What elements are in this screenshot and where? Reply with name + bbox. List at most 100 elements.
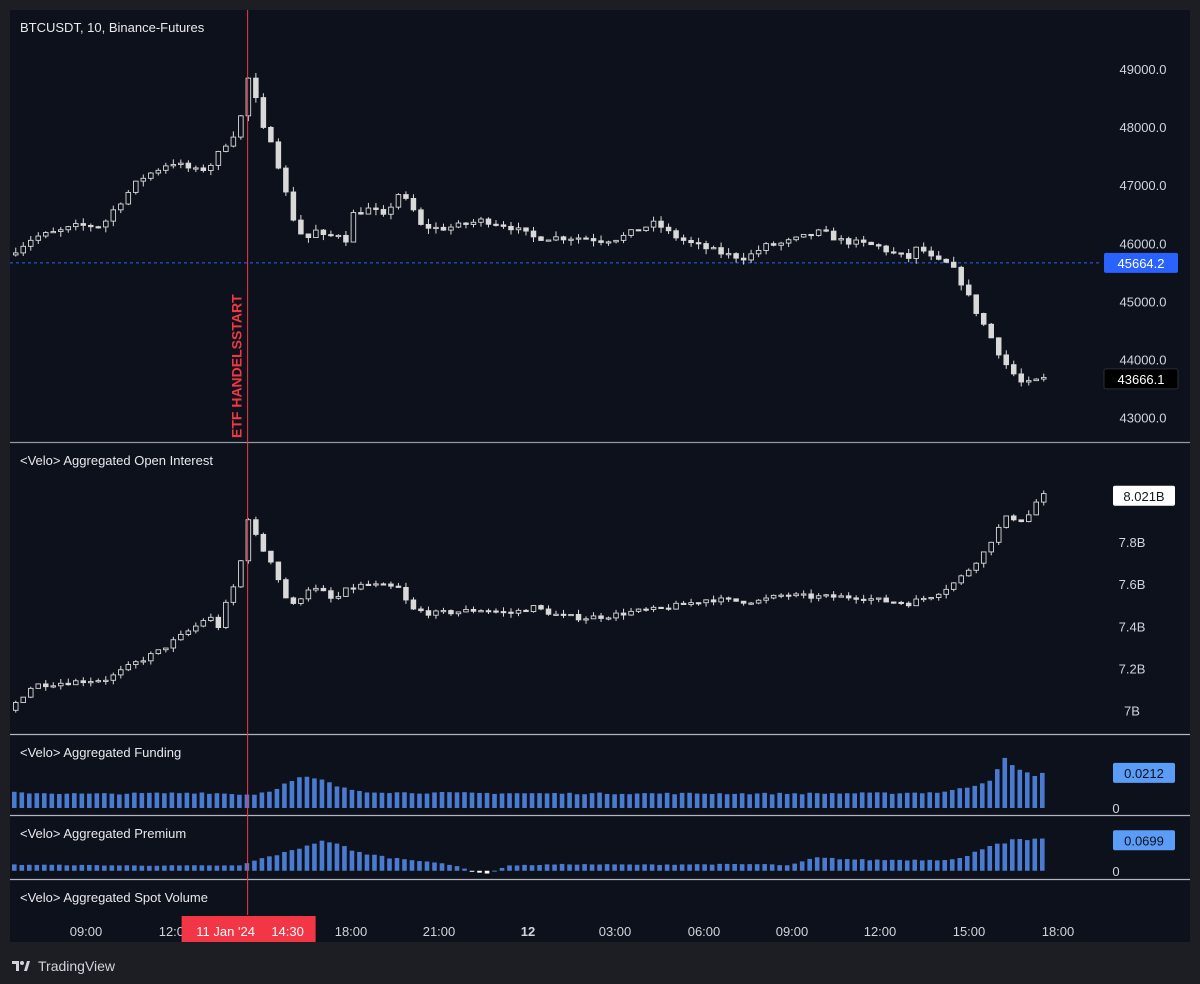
reference-price-badge xyxy=(1104,252,1178,273)
bar xyxy=(1024,840,1030,871)
candle-up xyxy=(590,615,597,620)
candle-up xyxy=(793,593,799,597)
candle-up xyxy=(58,229,64,232)
bar xyxy=(642,864,647,871)
bar xyxy=(454,866,460,871)
candle-up xyxy=(605,617,612,620)
bar xyxy=(102,793,107,808)
candle-up xyxy=(725,253,732,256)
candle-down xyxy=(538,605,544,610)
candle-down xyxy=(283,167,289,193)
bar xyxy=(312,843,317,871)
candle-up xyxy=(1003,515,1009,528)
bar xyxy=(349,789,355,808)
bar xyxy=(874,859,880,871)
bar xyxy=(859,792,865,808)
pane-title-open-interest: <Velo> Aggregated Open Interest xyxy=(20,453,213,468)
bar xyxy=(274,855,280,871)
bar xyxy=(267,791,272,808)
bar xyxy=(552,864,557,871)
bar xyxy=(424,793,430,808)
candle-down xyxy=(958,266,964,286)
bar xyxy=(559,793,565,808)
candle-down xyxy=(733,253,739,259)
bar xyxy=(349,850,355,871)
candle-up xyxy=(395,194,402,208)
bar xyxy=(507,865,512,871)
bar xyxy=(364,792,370,808)
bar xyxy=(987,845,993,871)
bar xyxy=(1002,843,1008,871)
bar xyxy=(394,792,400,808)
candle-up xyxy=(65,226,72,231)
candle-up xyxy=(170,164,177,167)
candle-up xyxy=(230,586,237,603)
bar xyxy=(754,793,760,808)
bar xyxy=(747,864,752,871)
bar xyxy=(1002,757,1008,808)
bar xyxy=(784,865,790,871)
candle-down xyxy=(883,597,889,603)
candle-up xyxy=(583,618,589,621)
candle-down xyxy=(253,519,259,535)
bar xyxy=(619,864,625,871)
bar xyxy=(814,857,820,871)
chart-area[interactable]: 43000.0 44000.0 45000.0 46000.0 47000.0 48000… xyxy=(10,10,1190,942)
candle-up xyxy=(178,633,184,641)
candle-up xyxy=(35,235,42,241)
candle-up xyxy=(605,241,612,244)
candle-down xyxy=(283,579,289,599)
bar xyxy=(304,776,310,808)
candle-up xyxy=(875,597,882,600)
bar xyxy=(492,793,497,808)
bar xyxy=(342,787,347,808)
bar xyxy=(184,865,190,871)
bar xyxy=(852,859,858,871)
bar xyxy=(589,864,595,871)
candle-up xyxy=(110,209,117,222)
bar xyxy=(327,782,332,808)
candle-up xyxy=(943,588,949,595)
bar xyxy=(994,843,1000,871)
candle-down xyxy=(298,219,304,235)
last-value-badge xyxy=(1113,830,1175,851)
bar xyxy=(537,864,542,871)
candle-down xyxy=(1010,515,1017,521)
candle-down xyxy=(830,594,837,598)
bar xyxy=(514,865,520,871)
bar xyxy=(664,792,670,808)
bar xyxy=(94,793,100,808)
bar xyxy=(612,864,617,871)
bar xyxy=(132,865,137,871)
bar xyxy=(297,777,302,808)
candle-up xyxy=(763,243,769,251)
bar xyxy=(739,864,745,871)
price-axis-tick: 49000.0 xyxy=(1120,62,1167,77)
chart-canvas[interactable]: 43000.0 44000.0 45000.0 46000.0 47000.0 48000… xyxy=(10,10,1190,942)
bar xyxy=(199,865,205,871)
bar xyxy=(402,792,407,808)
bar xyxy=(574,794,580,808)
candle-up xyxy=(110,674,117,681)
bar xyxy=(64,793,70,808)
candle-down xyxy=(470,608,477,612)
bar xyxy=(724,863,730,871)
candle-up xyxy=(1040,493,1047,503)
bar xyxy=(867,860,873,871)
candle-down xyxy=(710,599,717,603)
bar xyxy=(544,864,550,871)
candle-down xyxy=(770,243,777,246)
bar xyxy=(447,864,452,871)
bar xyxy=(987,780,993,808)
candle-down xyxy=(328,234,334,237)
candle-down xyxy=(320,587,327,592)
candle-down xyxy=(890,601,897,604)
bar xyxy=(799,861,805,871)
bar xyxy=(12,791,17,808)
candle-up xyxy=(868,598,874,601)
candle-up xyxy=(313,229,319,239)
candle-up xyxy=(88,681,94,684)
bar xyxy=(42,864,47,871)
candle-down xyxy=(260,533,267,552)
bar xyxy=(162,865,167,871)
